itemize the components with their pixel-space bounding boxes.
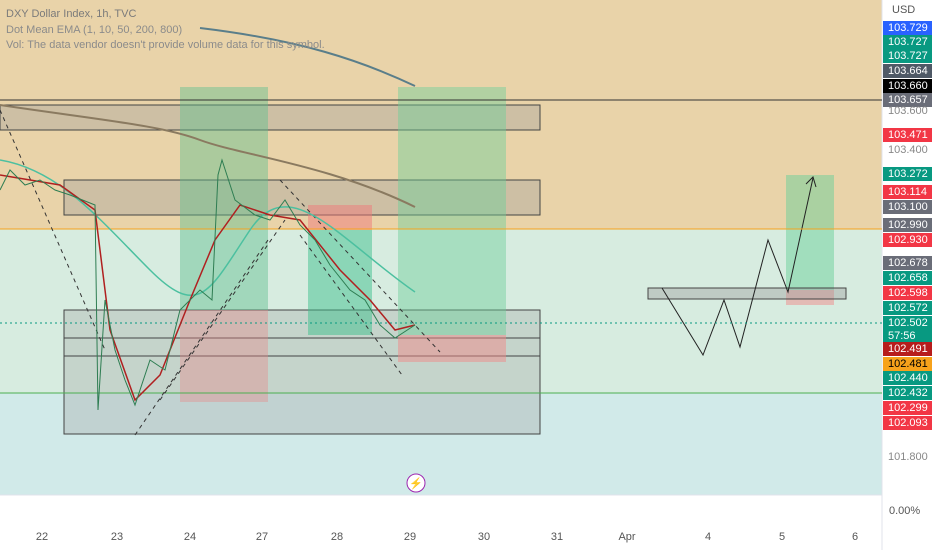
countdown: 57:56 <box>888 330 916 342</box>
long-target <box>786 175 834 290</box>
short-target <box>308 230 372 335</box>
ema-50 <box>0 159 416 296</box>
price-label-box <box>883 233 932 247</box>
time-label: 31 <box>551 531 563 543</box>
arrow-head <box>805 176 817 188</box>
percent-label: 0.00% <box>889 505 920 517</box>
price-label: 103.471 <box>888 129 928 141</box>
price-label: 102.930 <box>888 234 928 246</box>
price-label: 102.440 <box>888 372 928 384</box>
range-zone <box>0 229 882 393</box>
price-label-box <box>883 386 932 400</box>
price-label: 102.572 <box>888 302 928 314</box>
price-label: 101.800 <box>888 451 928 463</box>
time-label: 5 <box>779 531 785 543</box>
price-label: 103.729 <box>888 22 928 34</box>
price-label-box <box>883 167 932 181</box>
long-target <box>180 87 268 310</box>
price-label: 102.432 <box>888 387 928 399</box>
supply-zone <box>0 0 882 229</box>
price-label: 103.272 <box>888 168 928 180</box>
price-label: 102.299 <box>888 402 928 414</box>
ema-200 <box>0 104 416 208</box>
time-label: 29 <box>404 531 416 543</box>
channels <box>0 109 441 436</box>
time-label: Apr <box>618 531 635 543</box>
price-label: 103.727 <box>888 50 928 62</box>
projection <box>661 177 814 357</box>
price-label: 103.100 <box>888 201 928 213</box>
price-label-box <box>883 301 932 315</box>
time-label: 28 <box>331 531 343 543</box>
price-label-box <box>883 256 932 270</box>
box <box>647 287 847 300</box>
price-label: 102.093 <box>888 417 928 429</box>
price-label-box <box>883 401 932 415</box>
price-label: 103.727 <box>888 36 928 48</box>
event-icon-glyph: ⚡ <box>409 477 423 490</box>
price-label: 103.400 <box>888 144 928 156</box>
price-label: 102.678 <box>888 257 928 269</box>
legend: DXY Dollar Index, 1h, TVC Dot Mean EMA (… <box>6 8 325 51</box>
price-label-box <box>883 357 932 371</box>
price-label: 102.491 <box>888 343 928 355</box>
price-label-box <box>883 35 932 49</box>
price-path <box>0 158 416 411</box>
box <box>63 309 541 435</box>
short-stop <box>308 205 372 230</box>
header-line: Vol: The data vendor doesn't provide vol… <box>6 39 325 51</box>
price-label-box <box>883 371 932 385</box>
price-label-box <box>883 271 932 285</box>
price-label-box <box>883 128 932 142</box>
long-stop <box>786 290 834 305</box>
time-label: 30 <box>478 531 490 543</box>
time-label: 27 <box>256 531 268 543</box>
time-label: 6 <box>852 531 858 543</box>
box <box>63 179 541 216</box>
price-label-box <box>883 93 932 107</box>
price-label-box <box>883 185 932 199</box>
long-stop <box>398 335 506 362</box>
long-stop <box>180 310 268 402</box>
header-line: Dot Mean EMA (1, 10, 50, 200, 800) <box>6 24 182 36</box>
price-label: 102.990 <box>888 219 928 231</box>
price-label-box <box>883 49 932 63</box>
price-label-box <box>883 200 932 214</box>
price-label: 102.481 <box>888 358 928 370</box>
demand-zone <box>0 393 882 495</box>
price-label: 103.657 <box>888 94 928 106</box>
price-label: 102.502 <box>888 317 928 329</box>
header-line: DXY Dollar Index, 1h, TVC <box>6 8 136 20</box>
price-label-box <box>883 342 932 356</box>
price-label-box <box>883 316 932 343</box>
time-label: 24 <box>184 531 196 543</box>
event-icon[interactable] <box>406 473 426 493</box>
price-label-box <box>883 64 932 78</box>
price-label-box <box>883 416 932 430</box>
ema-800 <box>199 27 416 87</box>
price-label: 103.660 <box>888 80 928 92</box>
time-label: 23 <box>111 531 123 543</box>
price-label: 102.598 <box>888 287 928 299</box>
drawings <box>0 27 882 436</box>
price-label-box <box>883 21 932 35</box>
time-label: 4 <box>705 531 711 543</box>
price-label: 103.664 <box>888 65 928 77</box>
time-label: 22 <box>36 531 48 543</box>
long-target <box>398 87 506 335</box>
price-label-box <box>883 218 932 232</box>
currency: USD <box>892 4 915 16</box>
price-label-box <box>883 286 932 300</box>
price-label-box <box>883 79 932 93</box>
price-label: 102.658 <box>888 272 928 284</box>
price-label: 103.600 <box>888 105 928 117</box>
price-label: 103.114 <box>888 186 927 198</box>
